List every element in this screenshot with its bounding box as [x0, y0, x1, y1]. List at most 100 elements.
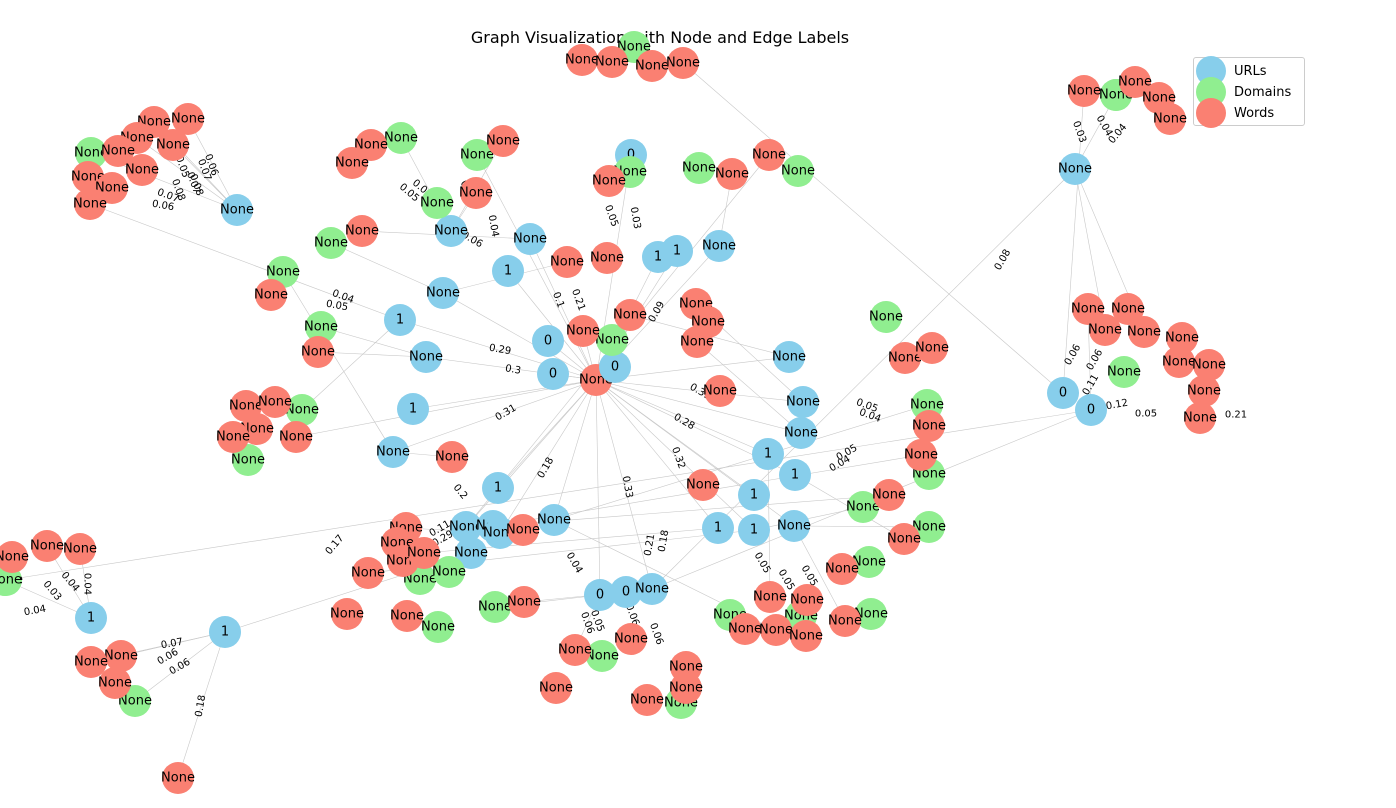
node-label: None: [1127, 325, 1161, 340]
graph-node-word: None: [752, 139, 786, 171]
edge-weight-label: 0.31: [494, 403, 519, 424]
graph-edge: [553, 379, 597, 521]
node-circle: [1119, 66, 1151, 98]
graph-edge: [177, 631, 226, 779]
node-circle: [286, 394, 318, 426]
edge-weight-label: 0.18: [536, 456, 557, 481]
node-label: None: [301, 345, 335, 360]
edge-weight-label: 0.03: [41, 579, 64, 603]
node-label: None: [171, 112, 205, 127]
graph-node-url: 1: [492, 255, 524, 287]
node-circle: [427, 277, 459, 309]
graph-edge: [595, 379, 802, 434]
node-label: None: [1187, 384, 1221, 399]
node-label: None: [229, 399, 263, 414]
node-circle: [916, 332, 948, 364]
node-circle: [1068, 75, 1100, 107]
graph-node-word: None: [1183, 402, 1217, 434]
node-label: 0: [544, 334, 552, 349]
node-circle: [172, 103, 204, 135]
node-circle: [636, 50, 668, 82]
node-circle: [217, 421, 249, 453]
node-label: None: [454, 546, 488, 561]
node-label: 0: [627, 148, 635, 163]
node-label: None: [682, 161, 716, 176]
edge-weight-label: 0.08: [993, 248, 1014, 273]
node-circle: [410, 341, 442, 373]
node-circle: [450, 511, 482, 543]
node-label: 1: [714, 521, 722, 536]
graph-edge: [497, 379, 597, 489]
node-circle: [315, 227, 347, 259]
node-label: None: [74, 655, 108, 670]
node-circle: [729, 613, 761, 645]
edge-weight-label: 0.04: [564, 551, 585, 576]
graph-node-url: None: [702, 230, 736, 262]
edge-weight-label: 0.06: [151, 199, 175, 214]
node-circle: [377, 436, 409, 468]
node-circle: [913, 410, 945, 442]
edge-layer: [4, 62, 1145, 779]
node-circle: [157, 129, 189, 161]
node-circle: [704, 375, 736, 407]
node-circle: [599, 351, 631, 383]
graph-node-word: None: [1088, 314, 1122, 346]
node-circle: [778, 510, 810, 542]
graph-node-word: None: [887, 523, 921, 555]
graph-node-word: None: [95, 172, 129, 204]
graph-node-word: None: [669, 672, 703, 704]
node-circle: [255, 279, 287, 311]
node-circle: [537, 358, 569, 390]
node-label: 0: [622, 585, 630, 600]
node-label: None: [240, 422, 274, 437]
node-circle: [847, 491, 879, 523]
node-circle: [873, 479, 905, 511]
node-label: None: [1165, 331, 1199, 346]
node-label: None: [854, 607, 888, 622]
node-label: None: [759, 623, 793, 638]
node-label: None: [118, 694, 152, 709]
graph-node-url: None: [454, 537, 488, 569]
node-label: None: [590, 251, 624, 266]
graph-node-domain: None: [912, 511, 946, 543]
node-label: None: [231, 453, 265, 468]
graph-node-domain: None: [781, 155, 815, 187]
node-label: None: [30, 539, 64, 554]
node-circle: [683, 152, 715, 184]
graph-node-word: None: [161, 762, 195, 794]
graph-node-word: None: [566, 315, 600, 347]
graph-node-domain: None: [869, 301, 903, 333]
graph-node-word: None: [828, 605, 862, 637]
graph-node-url: None: [449, 511, 483, 543]
node-label: None: [669, 660, 703, 675]
node-label: 1: [409, 402, 417, 417]
graph-node-domain: None: [74, 137, 108, 169]
graph-node-domain: None: [231, 444, 265, 476]
node-circle: [779, 459, 811, 491]
node-circle: [422, 611, 454, 643]
edge-weight-label: 0.05: [1135, 409, 1157, 420]
node-circle: [492, 255, 524, 287]
legend-label-urls: URLs: [1234, 63, 1267, 79]
node-circle: [346, 215, 378, 247]
node-label: None: [772, 350, 806, 365]
node-circle: [826, 553, 858, 585]
graph-edge: [595, 379, 719, 529]
edge-weight-label: 0.03: [1070, 120, 1088, 145]
legend-label-words: Words: [1234, 105, 1275, 121]
node-circle: [753, 139, 785, 171]
node-circle: [514, 223, 546, 255]
legend: URLs Domains Words: [1193, 56, 1305, 128]
node-circle: [1184, 402, 1216, 434]
node-label: None: [702, 239, 736, 254]
graph-edge: [330, 242, 444, 294]
node-circle: [591, 242, 623, 274]
graph-title: Graph Visualization with Node and Edge L…: [470, 28, 850, 47]
edge-weight-label: 0.29: [488, 343, 512, 358]
graph-node-url: None: [220, 194, 254, 226]
node-circle: [352, 557, 384, 589]
node-circle: [586, 640, 618, 672]
node-circle: [703, 230, 735, 262]
node-circle: [905, 439, 937, 471]
node-circle: [670, 672, 702, 704]
